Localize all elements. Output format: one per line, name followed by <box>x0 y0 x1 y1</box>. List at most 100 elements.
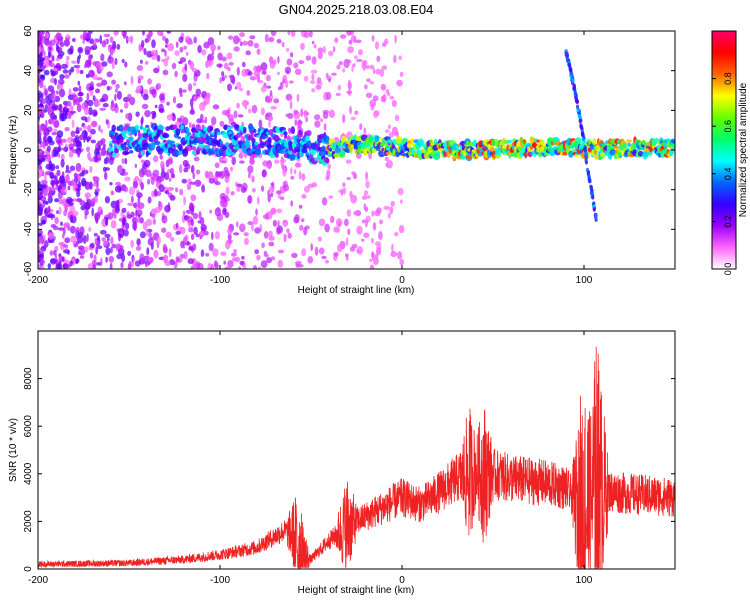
spectrogram-noise-cell <box>221 76 225 82</box>
spectrogram-noise-cell <box>260 260 268 268</box>
spectrogram-noise-cell <box>151 213 156 219</box>
spectrogram-ridge-cell <box>224 142 230 147</box>
spectrogram-noise-cell <box>86 233 89 243</box>
spectrogram-noise-cell <box>54 198 60 203</box>
spectrogram-ridge-cell <box>159 125 165 131</box>
spectrogram-noise-cell <box>379 219 384 225</box>
spectrogram-noise-cell <box>49 250 54 256</box>
spectrogram-chirp-cell <box>576 108 580 113</box>
spectrogram-noise-cell <box>40 124 47 132</box>
spectrogram-noise-cell <box>76 103 82 113</box>
spectrogram-noise-cell <box>363 232 370 238</box>
spectrogram-noise-cell <box>277 71 280 76</box>
spectrogram-noise-cell <box>64 127 70 132</box>
spectrogram-noise-cell <box>253 71 260 77</box>
spectrogram-ridge-cell <box>672 143 675 151</box>
spectrogram-ridge-cell <box>203 126 208 132</box>
spectrogram-noise-cell <box>100 129 103 134</box>
spectrogram-noise-cell <box>168 248 172 258</box>
spectrogram-ridge-cell <box>435 154 439 160</box>
spectrogram-noise-cell <box>58 103 63 112</box>
spectrogram-noise-cell <box>80 116 88 121</box>
spectrogram-noise-cell <box>274 159 280 164</box>
spectrogram-noise-cell <box>63 74 70 79</box>
spectrogram-noise-cell <box>121 207 127 213</box>
spectrogram-noise-cell <box>146 247 150 256</box>
spectrogram-noise-cell <box>47 263 51 269</box>
spectrogram-noise-cell <box>64 264 71 269</box>
spectrogram-ridge-cell <box>216 131 221 136</box>
spectrogram-noise-cell <box>207 59 214 66</box>
spectrogram-noise-cell <box>93 155 99 163</box>
spectrogram-noise-cell <box>247 195 253 204</box>
spectrogram-noise-cell <box>49 171 55 179</box>
colorbar-tick-label: 0.6 <box>723 120 733 133</box>
spectrogram-noise-cell <box>340 34 347 39</box>
spectrogram-noise-cell <box>109 86 113 90</box>
spectrogram-noise-cell <box>87 152 91 160</box>
spectrogram-noise-cell <box>225 186 230 195</box>
spectrogram-noise-cell <box>243 237 249 246</box>
spectrogram-noise-cell <box>122 217 126 226</box>
spectrogram-noise-cell <box>87 99 94 107</box>
spectrogram-noise-cell <box>301 248 307 257</box>
spectrogram-noise-cell <box>290 31 296 37</box>
spectrogram-chirp-cell <box>567 63 572 68</box>
spectrogram-noise-cell <box>226 239 234 243</box>
spectrogram-noise-cell <box>86 146 90 153</box>
spectrogram-noise-cell <box>225 195 229 200</box>
spectrogram-noise-cell <box>164 260 171 267</box>
spectrogram-noise-cell <box>153 155 159 163</box>
spectrogram-noise-cell <box>69 260 73 267</box>
spectrogram-noise-cell <box>156 83 162 90</box>
spectrogram-ridge-cell <box>329 147 333 152</box>
spectrogram-noise-cell <box>211 50 215 56</box>
spectrogram-noise-cell <box>311 182 318 188</box>
spectrogram-noise-cell <box>186 240 190 246</box>
spectrogram-noise-cell <box>120 211 124 218</box>
spectrogram-noise-cell <box>164 190 170 195</box>
spectrogram-noise-cell <box>332 46 336 53</box>
spectrogram-noise-cell <box>61 198 67 207</box>
spectrogram-noise-cell <box>264 253 269 258</box>
spectrogram-ridge-cell <box>254 141 259 146</box>
spectrogram-noise-cell <box>58 88 66 98</box>
spectrogram-noise-cell <box>164 44 169 48</box>
spectrogram-noise-cell <box>89 252 94 259</box>
spectrogram-noise-cell <box>336 64 341 70</box>
spectrogram-noise-cell <box>317 51 323 60</box>
spectrogram-noise-cell <box>348 88 351 97</box>
spectrogram-noise-cell <box>277 86 282 91</box>
spectrogram-noise-cell <box>285 113 290 118</box>
spectrogram-chirp-cell <box>589 184 593 189</box>
spectrogram-ridge-cell <box>305 135 310 142</box>
spectrogram-noise-cell <box>368 151 372 160</box>
spectrogram-noise-cell <box>223 158 228 162</box>
spectrogram-ridge-cell <box>118 138 124 144</box>
spectrogram-noise-cell <box>76 56 80 65</box>
spectrogram-noise-cell <box>383 205 391 210</box>
spectrogram-noise-cell <box>283 233 287 243</box>
spectrogram-noise-cell <box>295 260 302 265</box>
spectrogram-noise-cell <box>210 263 214 269</box>
spectrogram-noise-cell <box>235 256 240 263</box>
spectrogram-noise-cell <box>387 212 391 219</box>
spectrogram-ridge-cell <box>191 150 196 155</box>
spectrogram-noise-cell <box>162 35 167 41</box>
spectrogram-noise-cell <box>63 39 70 47</box>
spectrogram-noise-cell <box>94 237 98 245</box>
spectrogram-noise-cell <box>307 255 314 264</box>
spectrogram-noise-cell <box>256 196 260 205</box>
spectrogram-noise-cell <box>99 107 106 111</box>
spectrogram-noise-cell <box>150 176 155 185</box>
spectrogram-noise-cell <box>142 93 149 101</box>
spectrogram-noise-cell <box>297 119 302 129</box>
spectrogram-noise-cell <box>349 105 352 115</box>
spectrogram-ridge-cell <box>460 155 467 160</box>
spectrogram-noise-cell <box>236 221 239 228</box>
spectrogram-noise-cell <box>114 205 120 214</box>
spectrogram-noise-cell <box>62 69 69 74</box>
spectrogram-ridge-cell <box>279 149 286 155</box>
colorbar-tick-label: 0.0 <box>723 263 733 276</box>
